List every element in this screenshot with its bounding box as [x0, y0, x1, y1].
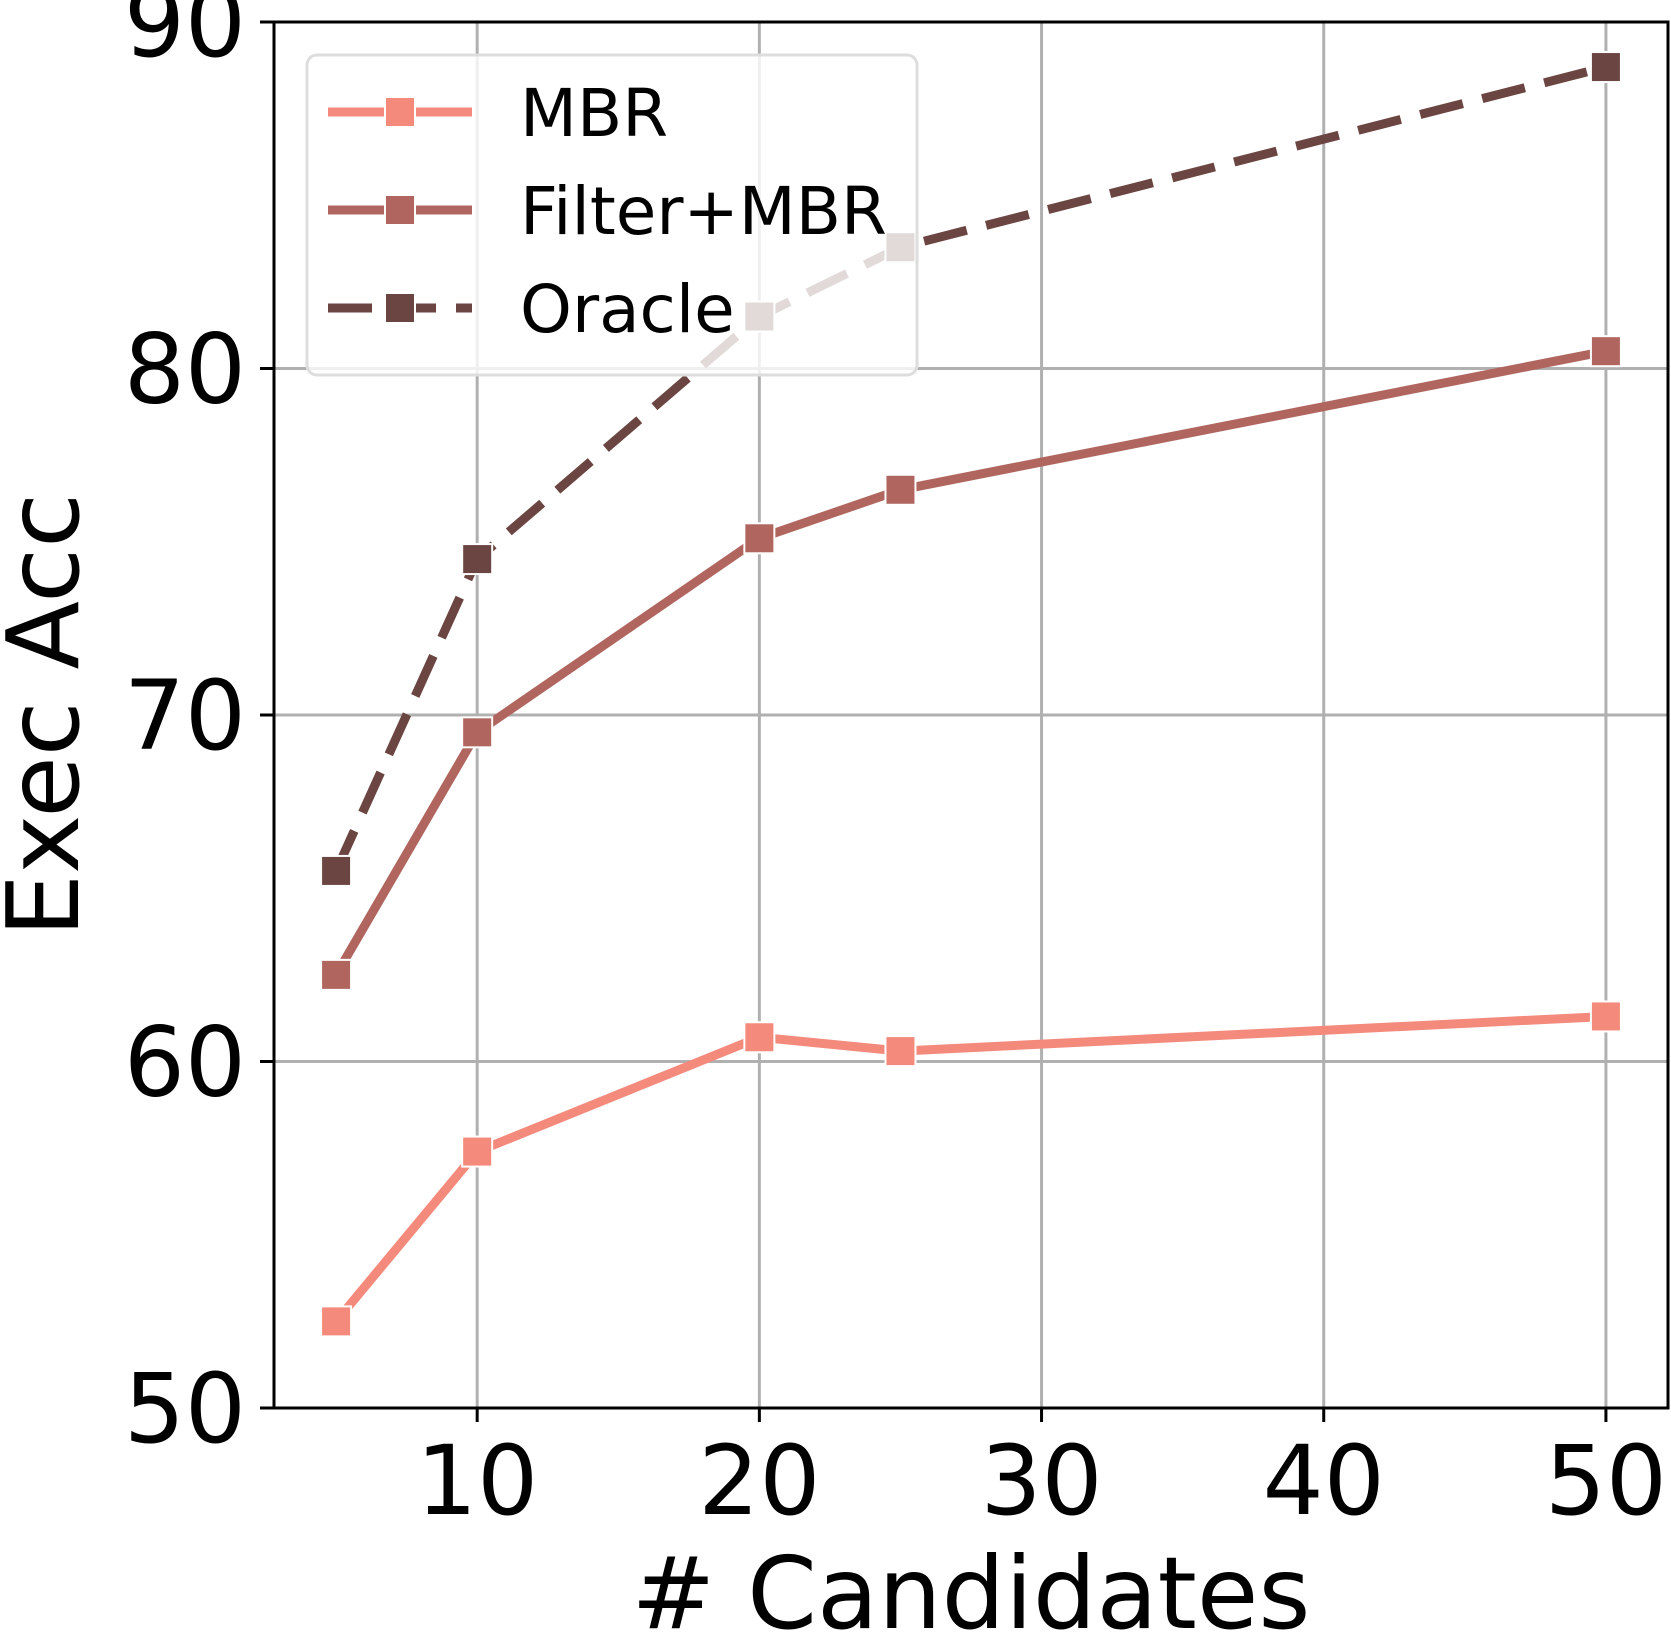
- data-point-marker: [884, 473, 917, 506]
- y-tick-label: 90: [124, 0, 246, 79]
- data-point-marker: [1589, 51, 1622, 84]
- legend-item: MBR: [328, 75, 668, 152]
- series-mbr: [320, 1000, 1622, 1338]
- legend: MBR Filter+MBR Oracle: [305, 53, 919, 377]
- data-point-marker: [1589, 335, 1622, 368]
- legend-label: Filter+MBR: [520, 173, 887, 250]
- x-tick-label: 40: [1263, 1425, 1385, 1537]
- legend-marker: [384, 96, 416, 128]
- data-point-marker: [461, 716, 494, 749]
- x-tick-label: 20: [698, 1425, 820, 1537]
- data-point-marker: [320, 854, 353, 887]
- series-line: [332, 346, 1607, 978]
- legend-marker: [384, 194, 416, 226]
- legend-label: Oracle: [520, 271, 735, 348]
- data-point-marker: [1589, 1000, 1622, 1033]
- data-point-marker: [461, 543, 494, 576]
- legend-item: Oracle: [328, 271, 735, 348]
- legend-box: [305, 53, 919, 377]
- tick-layer: 10 20 30 40 50 50 60 70 80 90: [124, 0, 1667, 1537]
- x-tick-label: 10: [416, 1425, 538, 1537]
- series-layer: [320, 51, 1622, 1338]
- y-tick-label: 70: [124, 660, 246, 772]
- y-tick-label: 80: [124, 314, 246, 426]
- x-axis-title: # Candidates: [632, 1535, 1311, 1652]
- x-tick-label: 30: [980, 1425, 1102, 1537]
- data-point-marker: [320, 958, 353, 991]
- y-axis-title: Exec Acc: [0, 493, 102, 937]
- data-point-marker: [461, 1135, 494, 1168]
- x-tick-label: 50: [1545, 1425, 1667, 1537]
- data-point-marker: [884, 1035, 917, 1068]
- legend-marker: [384, 292, 416, 324]
- data-point-marker: [743, 1021, 776, 1054]
- legend-label: MBR: [520, 75, 668, 152]
- data-point-marker: [320, 1305, 353, 1338]
- series-filter-mbr: [320, 335, 1622, 991]
- legend-item: Filter+MBR: [328, 173, 887, 250]
- data-point-marker: [743, 522, 776, 555]
- y-tick-label: 50: [124, 1353, 246, 1465]
- y-tick-label: 60: [124, 1007, 246, 1119]
